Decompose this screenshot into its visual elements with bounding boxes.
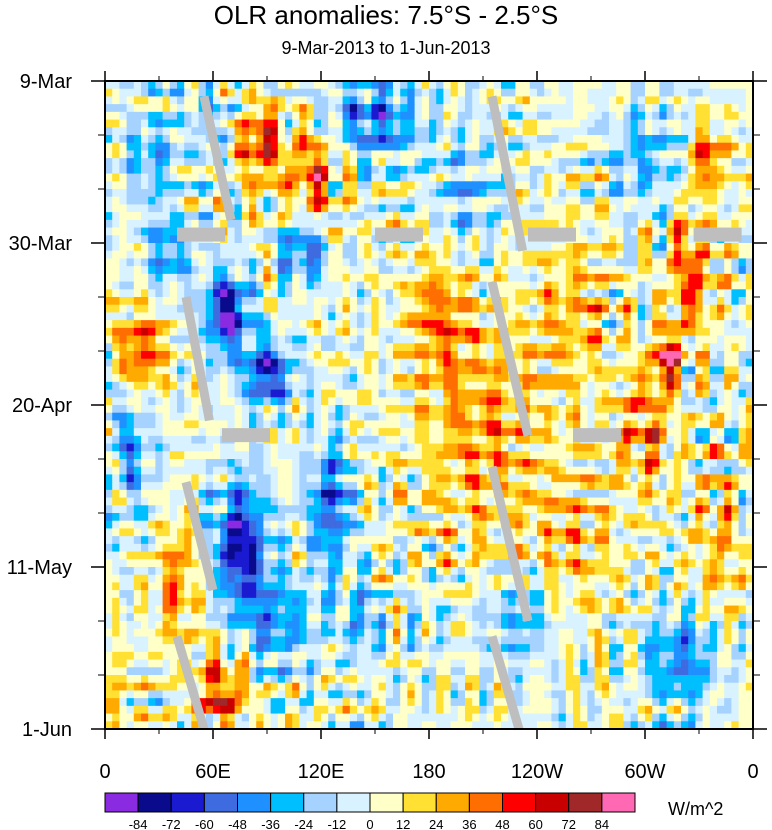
chart-title: OLR anomalies: 7.5°S - 2.5°S bbox=[213, 0, 559, 30]
colorbar-swatch bbox=[270, 792, 305, 813]
colorbar-swatch bbox=[369, 792, 404, 813]
colorbar-tick-label: 36 bbox=[462, 817, 476, 830]
x-tick-label: 0 bbox=[747, 761, 758, 783]
chart-subtitle: 9-Mar-2013 to 1-Jun-2013 bbox=[281, 38, 491, 58]
colorbar-swatch bbox=[568, 792, 603, 813]
colorbar-tick-label: -72 bbox=[162, 817, 181, 830]
x-tick-label: 0 bbox=[99, 761, 110, 783]
colorbar-swatch bbox=[170, 792, 205, 813]
colorbar-swatch bbox=[336, 792, 371, 813]
x-tick-label: 60W bbox=[624, 761, 665, 783]
colorbar-tick-label: -36 bbox=[261, 817, 280, 830]
colorbar-swatch bbox=[502, 792, 537, 813]
colorbar-tick-label: 12 bbox=[396, 817, 410, 830]
y-tick-label: 11-May bbox=[7, 557, 72, 579]
colorbar-swatch bbox=[303, 792, 338, 813]
colorbar-tick-label: -24 bbox=[294, 817, 313, 830]
colorbar-units-label: W/m^2 bbox=[668, 799, 724, 819]
y-tick-label: 1-Jun bbox=[22, 719, 72, 741]
colorbar-swatch bbox=[402, 792, 437, 813]
y-tick-label: 20-Apr bbox=[12, 395, 72, 417]
colorbar-swatch bbox=[435, 792, 470, 813]
colorbar-tick-label: -60 bbox=[195, 817, 214, 830]
colorbar-swatch bbox=[104, 792, 139, 813]
colorbar-swatch bbox=[468, 792, 503, 813]
colorbar-tick-label: -12 bbox=[327, 817, 346, 830]
x-tick-label: 180 bbox=[412, 761, 445, 783]
colorbar-swatch bbox=[137, 792, 172, 813]
colorbar-swatch bbox=[535, 792, 570, 813]
colorbar-tick-label: 60 bbox=[528, 817, 542, 830]
missing-data-streaks bbox=[172, 95, 742, 731]
x-tick-label: 120E bbox=[298, 761, 345, 783]
colorbar-tick-label: 48 bbox=[495, 817, 509, 830]
colorbar-swatch bbox=[237, 792, 272, 813]
y-tick-label: 9-Mar bbox=[20, 71, 73, 93]
colorbar-tick-label: 0 bbox=[366, 817, 373, 830]
colorbar-tick-label: -84 bbox=[129, 817, 148, 830]
colorbar-tick-label: 72 bbox=[562, 817, 576, 830]
colorbar-swatch bbox=[601, 792, 636, 813]
y-tick-label: 30-Mar bbox=[9, 233, 73, 255]
colorbar-tick-label: 84 bbox=[595, 817, 609, 830]
x-tick-label: 120W bbox=[511, 761, 563, 783]
colorbar-tick-label: 24 bbox=[429, 817, 443, 830]
colorbar-swatch bbox=[203, 792, 238, 813]
x-tick-label: 60E bbox=[195, 761, 231, 783]
colorbar-tick-label: -48 bbox=[228, 817, 247, 830]
